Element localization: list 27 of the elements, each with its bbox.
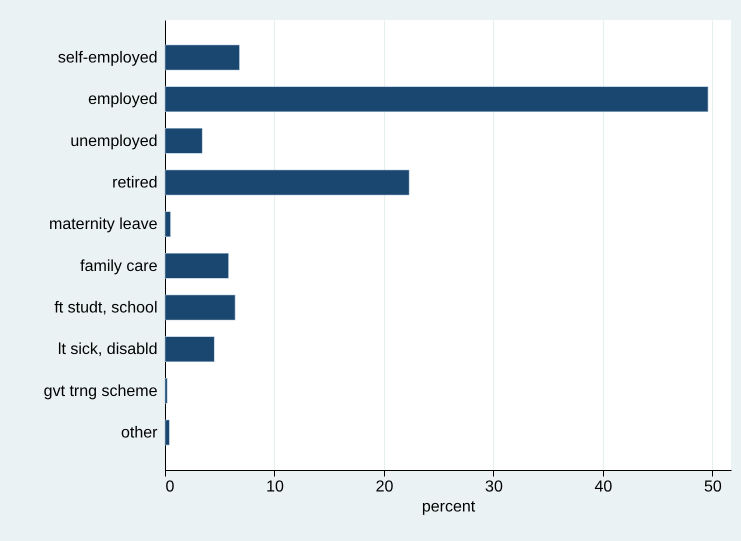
bar bbox=[164, 378, 168, 404]
x-tick-label: 50 bbox=[704, 478, 722, 496]
bar bbox=[164, 44, 240, 70]
y-tick-label: self-employed bbox=[58, 50, 158, 66]
bar bbox=[164, 86, 708, 112]
y-tick-label: unemployed bbox=[70, 132, 158, 150]
y-tick-label: other bbox=[121, 424, 158, 442]
x-axis-title: percent bbox=[422, 498, 476, 516]
y-tick-label: family care bbox=[80, 258, 158, 275]
bar bbox=[164, 128, 203, 154]
x-tick-label: 10 bbox=[266, 478, 284, 496]
x-tick-label: 20 bbox=[376, 478, 394, 496]
x-tick-label: 0 bbox=[166, 478, 174, 496]
x-tick-label: 40 bbox=[594, 478, 612, 496]
bar bbox=[164, 420, 170, 446]
bar bbox=[164, 336, 215, 362]
y-tick-label: maternity leave bbox=[49, 216, 158, 234]
bar bbox=[164, 294, 236, 320]
bar bbox=[164, 211, 171, 237]
bar bbox=[164, 253, 229, 279]
y-tick-label: gvt trng scheme bbox=[44, 382, 158, 400]
y-tick-label: employed bbox=[88, 91, 158, 108]
bar bbox=[164, 170, 410, 196]
y-tick-label: ft studt, school bbox=[54, 300, 158, 316]
y-tick-label: lt sick, disabld bbox=[58, 341, 158, 358]
x-tick-label: 30 bbox=[485, 478, 503, 496]
y-tick-label: retired bbox=[112, 174, 158, 192]
